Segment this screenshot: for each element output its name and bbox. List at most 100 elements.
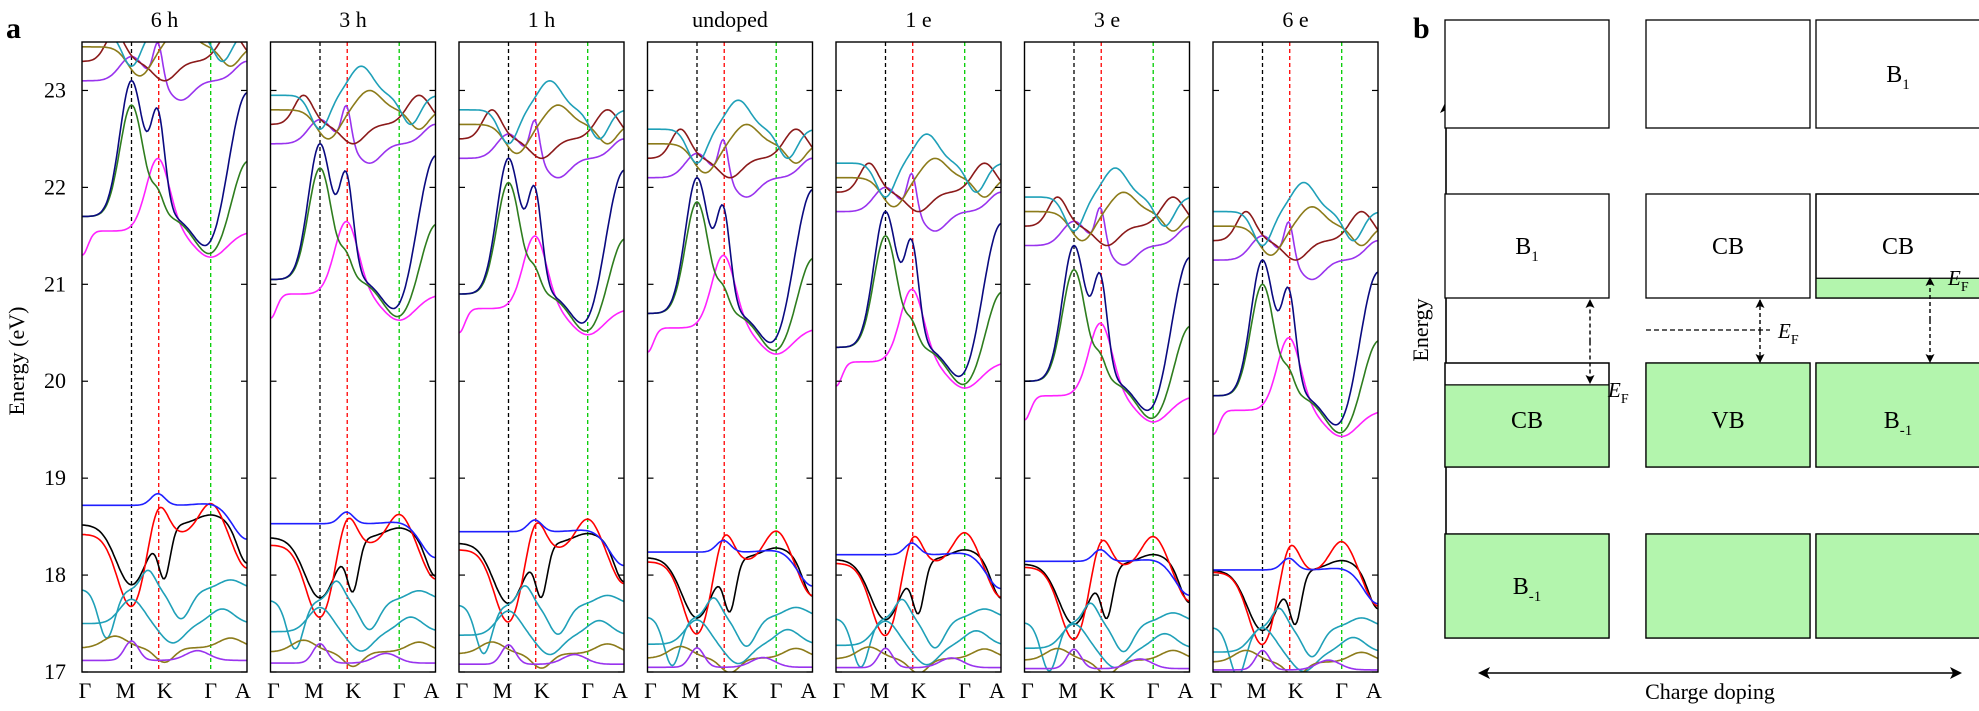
band-box: [1645, 193, 1811, 299]
band-line: [836, 157, 1001, 208]
band-line: [1024, 322, 1190, 423]
band-line: [270, 642, 436, 664]
band-line: [1213, 336, 1378, 438]
band-fill: [1816, 534, 1979, 638]
x-tick-label: M: [870, 678, 890, 703]
band-line: [647, 619, 813, 665]
x-tick-label: Γ: [770, 678, 783, 703]
band-line: [82, 514, 247, 586]
band-line: [1213, 210, 1378, 261]
panel-a-letter: a: [6, 12, 21, 45]
x-tick-label: A: [1366, 678, 1382, 703]
band-line: [836, 549, 1001, 621]
band-line: [1024, 553, 1190, 626]
band-line: [836, 620, 1001, 666]
band-line: [1024, 623, 1190, 669]
x-tick-label: K: [345, 678, 361, 703]
band-fill: [1816, 363, 1979, 467]
band-box: [1645, 19, 1811, 129]
band-fill: [1445, 384, 1609, 467]
band-line: [459, 235, 624, 336]
band-line: [459, 644, 624, 665]
band-box: [1815, 19, 1979, 129]
band-line: [836, 647, 1001, 669]
panel-frame: [269, 41, 437, 673]
band-line: [836, 234, 1001, 386]
band-box: [1444, 19, 1610, 129]
band-line: [270, 527, 436, 599]
x-tick-label: M: [116, 678, 136, 703]
panel-title: 3 e: [1094, 7, 1120, 32]
band-line: [115, 42, 238, 68]
band-line: [270, 89, 436, 140]
band-line: [1213, 220, 1378, 281]
panel-title: 3 h: [339, 7, 367, 32]
band-line: [647, 123, 813, 174]
band-line: [1024, 648, 1190, 670]
band-line: [82, 502, 247, 608]
band-line: [1024, 206, 1190, 266]
band-panel: 6 hΓ M K Γ A: [79, 7, 251, 703]
panel-frame: [458, 41, 625, 673]
x-tick-label: Γ: [1021, 678, 1034, 703]
band-line: [82, 492, 247, 540]
x-tick-label: K: [157, 678, 173, 703]
panel-frame: [835, 41, 1002, 673]
x-tick-label: A: [235, 678, 251, 703]
band-line: [459, 610, 624, 656]
band-panel: 1 hΓ M K Γ A: [456, 7, 628, 703]
band-line: [1213, 607, 1378, 672]
band-line: [1024, 268, 1190, 420]
panel-frame: [81, 41, 248, 673]
band-line: [647, 128, 813, 179]
band-line: [459, 532, 624, 605]
band-line: [647, 254, 813, 355]
band-line: [836, 133, 1001, 198]
band-panel: 6 eΓ M K Γ A: [1210, 7, 1382, 703]
band-line: [82, 157, 247, 259]
y-tick-label: 19: [44, 465, 66, 490]
panel-a-ylabel: Energy (eV): [4, 307, 29, 416]
x-tick-label: A: [424, 678, 440, 703]
band-line: [459, 518, 624, 623]
band-line: [836, 210, 1001, 378]
band-line: [1213, 540, 1378, 646]
x-tick-label: K: [1099, 678, 1115, 703]
panel-title: 1 h: [528, 7, 556, 32]
x-tick-label: M: [493, 678, 513, 703]
band-line: [459, 584, 624, 655]
band-line: [1213, 649, 1378, 672]
band-line: [82, 42, 247, 77]
band-line: [836, 531, 1001, 637]
band-line: [459, 157, 624, 324]
band-line: [647, 530, 813, 635]
band-line: [836, 288, 1001, 389]
band-line: [82, 104, 247, 255]
band-line: [270, 580, 436, 650]
band-label: CB: [1511, 408, 1543, 434]
band-line: [647, 176, 813, 344]
x-tick-label: M: [1247, 678, 1267, 703]
x-tick-label: K: [911, 678, 927, 703]
band-line: [836, 172, 1001, 232]
band-line: [459, 79, 624, 145]
band-line: [1024, 535, 1190, 641]
band-line: [270, 104, 436, 165]
x-tick-label: K: [722, 678, 738, 703]
band-line: [459, 118, 624, 179]
fermi-label: EF: [1777, 319, 1799, 348]
band-line: [270, 65, 436, 131]
band-line: [647, 596, 813, 667]
band-line: [1213, 559, 1378, 632]
band-line: [270, 511, 436, 559]
x-tick-label: K: [1288, 678, 1304, 703]
y-tick-label: 22: [44, 174, 66, 199]
band-label: CB: [1712, 234, 1744, 260]
band-line: [836, 162, 1001, 213]
band-line: [647, 539, 813, 587]
band-fill: [1646, 534, 1810, 638]
panel-title: 6 e: [1282, 7, 1308, 32]
